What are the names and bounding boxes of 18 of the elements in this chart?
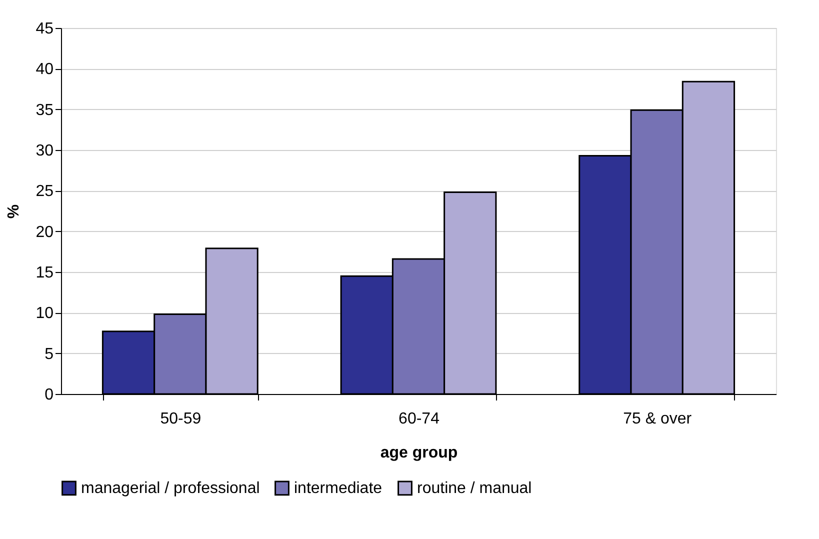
legend-label: routine / manual [417, 480, 532, 498]
y-tick-label: 40 [36, 61, 54, 78]
x-tick-label: 50-59 [160, 410, 202, 428]
y-tick-label: 20 [36, 224, 54, 241]
y-tick-label: 45 [36, 20, 54, 38]
y-tick-label: 15 [36, 264, 54, 282]
y-tick-label: 25 [36, 183, 54, 200]
x-tick-label: 75 & over [623, 410, 692, 428]
y-tick-label: 10 [36, 305, 54, 322]
y-tick-label: 0 [44, 386, 54, 404]
legend-label: intermediate [294, 480, 382, 498]
y-tick-label: 35 [36, 102, 54, 119]
x-axis-title: age group [380, 444, 458, 462]
x-tick-label: 60-74 [398, 410, 440, 428]
y-tick-label: 30 [36, 142, 54, 160]
y-axis-title: % [6, 204, 23, 219]
legend-label: managerial / professional [81, 480, 260, 498]
y-tick-label: 5 [44, 346, 54, 363]
